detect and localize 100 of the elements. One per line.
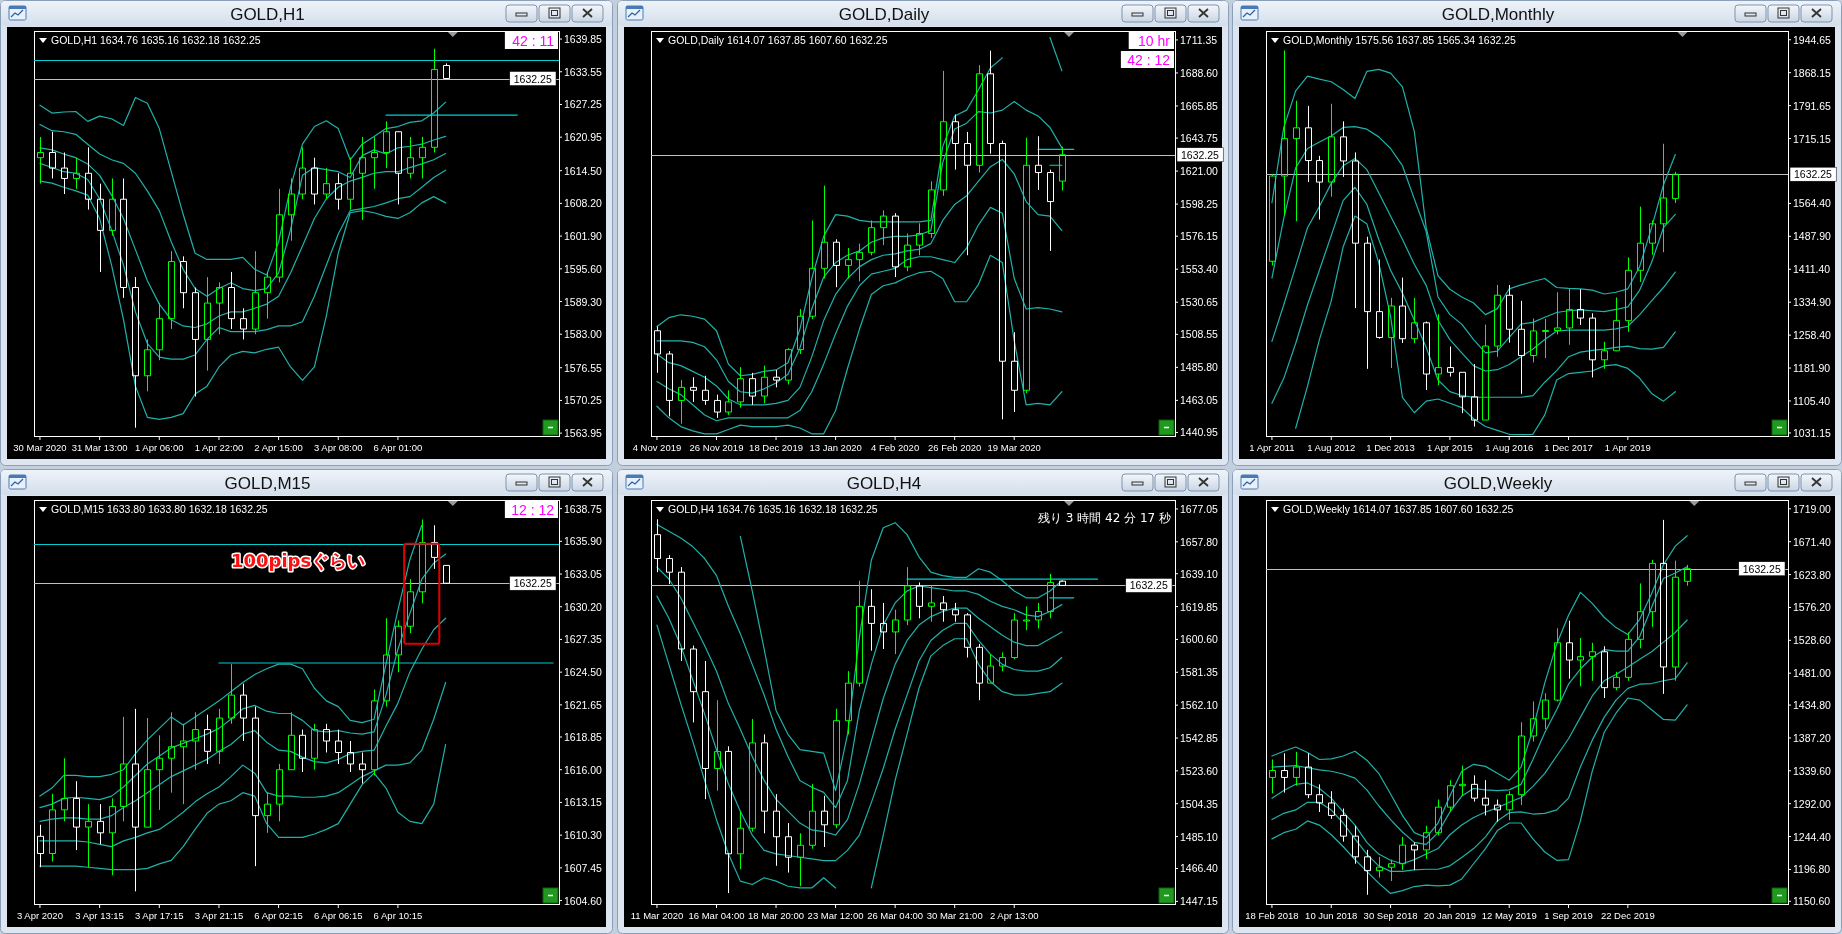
y-tick-label: 1619.85 — [1180, 600, 1219, 613]
y-tick-label: 1868.15 — [1793, 66, 1832, 79]
y-tick-label: 1623.80 — [1793, 568, 1832, 581]
y-tick-label: 1031.15 — [1793, 426, 1832, 439]
x-tick-label: 16 Mar 04:00 — [688, 910, 745, 921]
x-tick-label: 1 Apr 2019 — [1604, 442, 1651, 453]
x-tick-label: 1 Dec 2017 — [1544, 442, 1593, 453]
x-tick-label: 19 Mar 2020 — [987, 442, 1041, 453]
y-tick-label: 1196.80 — [1793, 863, 1831, 876]
y-tick-label: 1601.90 — [564, 230, 603, 243]
chart-subtitle: GOLD,Monthly 1575.56 1637.85 1565.34 1632.25 — [1283, 34, 1517, 46]
y-tick-label: 1600.60 — [1180, 633, 1219, 646]
x-tick-label: 6 Apr 06:15 — [313, 910, 363, 921]
y-tick-label: 1481.00 — [1793, 667, 1832, 680]
y-tick-label: 1627.35 — [564, 633, 603, 646]
ref-line-label: 1632.25 — [513, 577, 552, 590]
y-tick-label: 1589.30 — [564, 295, 603, 308]
y-tick-label: 1657.80 — [1180, 535, 1219, 548]
annotation: 12 : 12 — [511, 501, 555, 518]
chart-title: GOLD,H1 — [230, 5, 305, 24]
x-tick-label: 1 Aug 2016 — [1485, 442, 1534, 453]
x-tick-label: 1 Sep 2019 — [1544, 910, 1593, 921]
y-tick-label: 1528.60 — [1793, 634, 1832, 647]
x-tick-label: 6 Apr 10:15 — [373, 910, 423, 921]
y-tick-label: 1150.60 — [1793, 895, 1831, 908]
x-tick-label: 4 Nov 2019 — [632, 442, 682, 453]
x-tick-label: 20 Jan 2019 — [1423, 910, 1477, 921]
y-tick-label: 1711.35 — [1180, 33, 1218, 46]
y-tick-label: 1677.05 — [1180, 502, 1219, 515]
x-tick-label: 30 Mar 21:00 — [926, 910, 983, 921]
y-tick-label: 1633.55 — [564, 65, 603, 78]
y-tick-label: 1553.40 — [1180, 263, 1219, 276]
y-tick-label: 1618.85 — [564, 731, 603, 744]
chart-title: GOLD,M15 — [224, 474, 311, 493]
y-tick-label: 1616.00 — [564, 763, 603, 776]
y-tick-label: 1387.20 — [1793, 731, 1832, 744]
y-tick-label: 1607.45 — [564, 861, 603, 874]
x-tick-label: 1 Aug 2012 — [1307, 442, 1356, 453]
y-tick-label: 1434.80 — [1793, 699, 1832, 712]
y-tick-label: 1621.00 — [1180, 165, 1219, 178]
y-tick-label: 1630.20 — [564, 600, 603, 613]
y-tick-label: 1671.40 — [1793, 535, 1832, 548]
y-tick-label: 1604.60 — [564, 894, 603, 907]
x-tick-label: 3 Apr 08:00 — [313, 442, 363, 453]
x-tick-label: 3 Apr 13:15 — [75, 910, 124, 921]
y-tick-label: 1466.40 — [1180, 862, 1219, 875]
x-tick-label: 23 Mar 12:00 — [807, 910, 864, 921]
y-tick-label: 1598.25 — [1180, 198, 1219, 211]
y-tick-label: 1665.85 — [1180, 99, 1219, 112]
x-tick-label: 26 Nov 2019 — [689, 442, 744, 453]
x-tick-label: 31 Mar 13:00 — [71, 442, 128, 453]
y-tick-label: 1292.00 — [1793, 797, 1832, 810]
y-tick-label: 1181.90 — [1793, 362, 1831, 375]
y-tick-label: 1463.05 — [1180, 394, 1219, 407]
chart-title: GOLD,Monthly — [1441, 5, 1555, 24]
y-tick-label: 1411.40 — [1793, 263, 1831, 276]
y-tick-label: 1633.05 — [564, 568, 603, 581]
x-tick-label: 3 Apr 17:15 — [134, 910, 184, 921]
chart-subtitle: GOLD,M15 1633.80 1633.80 1632.18 1632.25 — [51, 503, 268, 515]
x-tick-label: 10 Jun 2018 — [1305, 910, 1358, 921]
y-tick-label: 1613.15 — [564, 796, 603, 809]
x-tick-label: 22 Dec 2019 — [1600, 910, 1655, 921]
y-tick-label: 1583.00 — [564, 328, 603, 341]
y-tick-label: 1627.25 — [564, 98, 603, 111]
y-tick-label: 1487.90 — [1793, 230, 1832, 243]
annotation: 100pipsぐらい — [230, 550, 366, 572]
y-tick-label: 1608.20 — [564, 197, 603, 210]
x-tick-label: 11 Mar 2020 — [630, 910, 684, 921]
y-tick-label: 1562.10 — [1180, 699, 1219, 712]
y-tick-label: 1542.85 — [1180, 732, 1219, 745]
y-tick-label: 1570.25 — [564, 394, 603, 407]
y-tick-label: 1643.75 — [1180, 132, 1219, 145]
chart-subtitle: GOLD,H1 1634.76 1635.16 1632.18 1632.25 — [51, 34, 261, 46]
y-tick-label: 1595.60 — [564, 262, 603, 275]
y-tick-label: 1485.10 — [1180, 830, 1219, 843]
y-tick-label: 1635.90 — [564, 535, 603, 548]
x-tick-label: 13 Jan 2020 — [809, 442, 862, 453]
chart-subtitle: GOLD,H4 1634.76 1635.16 1632.18 1632.25 — [668, 503, 878, 515]
y-tick-label: 1244.40 — [1793, 830, 1832, 843]
x-tick-label: 1 Dec 2013 — [1366, 442, 1415, 453]
x-tick-label: 1 Apr 22:00 — [194, 442, 244, 453]
y-tick-label: 1576.15 — [1180, 230, 1219, 243]
x-tick-label: 3 Apr 2020 — [16, 910, 63, 921]
y-tick-label: 1638.75 — [564, 502, 603, 515]
y-tick-label: 1791.65 — [1793, 99, 1832, 112]
x-tick-label: 12 May 2019 — [1481, 910, 1537, 921]
x-tick-label: 6 Apr 02:15 — [254, 910, 303, 921]
y-tick-label: 1944.65 — [1793, 33, 1832, 46]
y-tick-label: 1581.35 — [1180, 666, 1219, 679]
y-tick-label: 1576.20 — [1793, 601, 1832, 614]
ref-line-label: 1632.25 — [513, 72, 552, 85]
chart-title: GOLD,Daily — [838, 5, 930, 24]
y-tick-label: 1688.60 — [1180, 66, 1219, 79]
x-tick-label: 30 Sep 2018 — [1363, 910, 1418, 921]
y-tick-label: 1504.35 — [1180, 797, 1219, 810]
y-tick-label: 1610.30 — [564, 829, 603, 842]
y-tick-label: 1621.65 — [564, 698, 603, 711]
y-tick-label: 1440.95 — [1180, 426, 1219, 439]
y-tick-label: 1339.60 — [1793, 764, 1832, 777]
x-tick-label: 1 Apr 06:00 — [134, 442, 184, 453]
